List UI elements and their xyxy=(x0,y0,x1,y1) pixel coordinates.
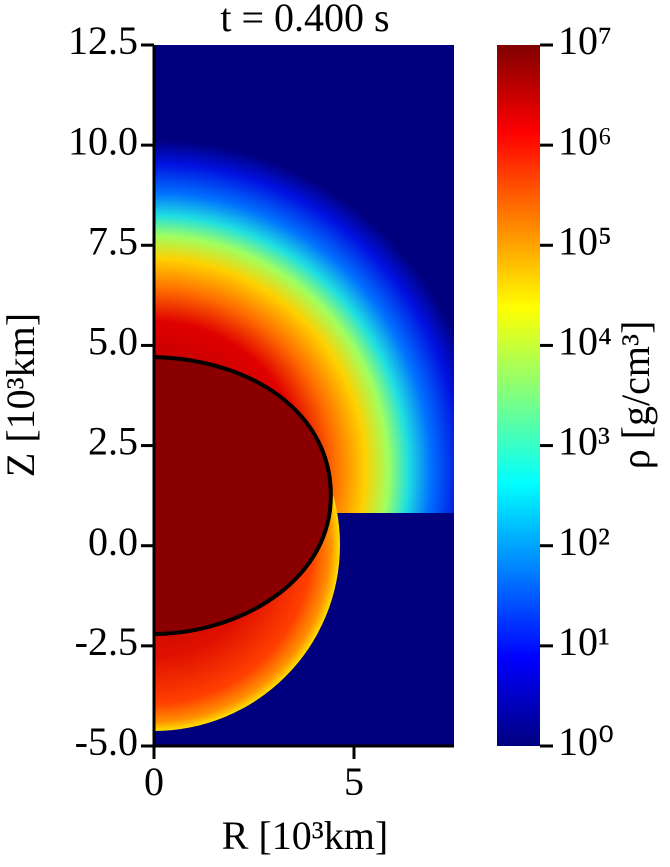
y-tick-label: 2.5 xyxy=(88,419,138,464)
colorbar-tick-label: 10⁵ xyxy=(558,218,612,263)
y-tick-label: 12.5 xyxy=(68,18,138,63)
y-tick-label: 5.0 xyxy=(88,319,138,364)
y-axis-label: Z [10³km] xyxy=(0,313,43,477)
x-tick-label: 0 xyxy=(144,759,164,804)
x-axis-label: R [10³km] xyxy=(222,813,388,858)
y-tick-label: -2.5 xyxy=(75,619,138,664)
y-tick-label: -5.0 xyxy=(75,719,138,764)
colorbar xyxy=(497,45,540,746)
colorbar-tick-label: 10⁴ xyxy=(558,319,612,364)
y-tick-label: 0.0 xyxy=(88,519,138,564)
y-tick-label: 10.0 xyxy=(68,118,138,163)
colorbar-label: ρ [g/cm³] xyxy=(613,321,658,470)
colorbar-tick-label: 10⁷ xyxy=(558,18,612,63)
colorbar-tick-label: 10⁶ xyxy=(558,118,612,163)
y-tick-label: 7.5 xyxy=(88,218,138,263)
x-tick-label: 5 xyxy=(344,759,364,804)
colorbar-tick-label: 10¹ xyxy=(558,619,610,664)
colorbar-tick-label: 10⁰ xyxy=(558,719,614,764)
chart-title: t = 0.400 s xyxy=(220,0,389,40)
colorbar-tick-label: 10³ xyxy=(558,419,610,464)
colorbar-tick-label: 10² xyxy=(558,519,610,564)
density-field xyxy=(154,45,454,746)
shock-contour xyxy=(154,355,333,636)
